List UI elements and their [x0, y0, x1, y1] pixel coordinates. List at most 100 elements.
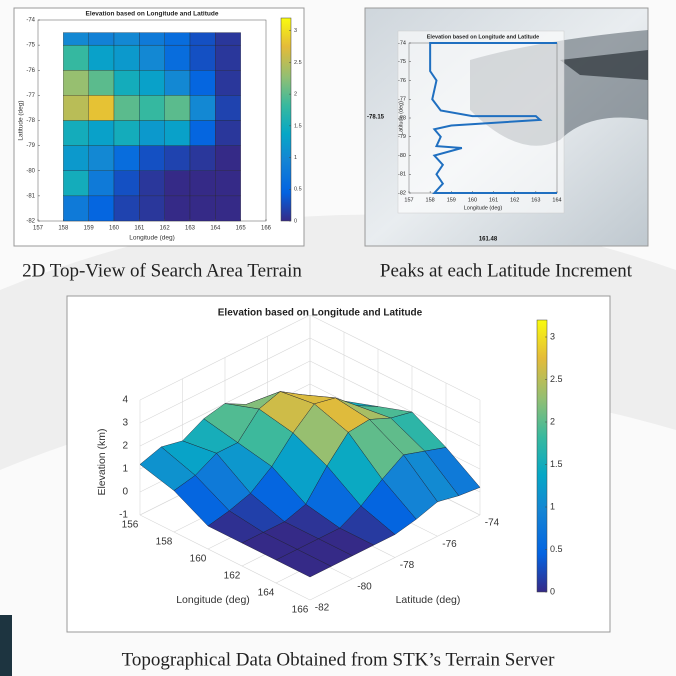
heat-cell — [164, 70, 191, 96]
x-tick-label: 166 — [292, 605, 309, 616]
heat-cell — [189, 170, 216, 197]
grid-line — [309, 337, 481, 424]
heat-cell — [139, 32, 165, 46]
colorbar-tick-label: 0.5 — [294, 187, 302, 193]
heat-cell — [88, 170, 115, 197]
y-tick-label: -81 — [26, 193, 35, 199]
heat-cell — [63, 70, 89, 96]
heat-cell — [113, 145, 140, 171]
y-tick-label: -74 — [26, 18, 35, 24]
colorbar-tick-label: 1.5 — [294, 123, 302, 129]
colorbar-tick-label: 2.5 — [294, 60, 302, 66]
heat-cell — [88, 145, 115, 171]
heat-cell — [63, 170, 89, 197]
colorbar — [536, 319, 548, 593]
colorbar-tick-label: 1 — [294, 155, 297, 161]
heat-cell — [164, 120, 191, 146]
heat-cell — [189, 44, 216, 71]
y-tick-label: -82 — [398, 190, 406, 196]
y-tick-label: -78 — [26, 118, 35, 124]
heat-cell — [113, 195, 140, 222]
heat-cell — [88, 95, 115, 121]
colorbar-tick-label: 1.5 — [550, 459, 563, 469]
heat-cell — [88, 44, 115, 71]
y-tick-label: -77 — [398, 97, 406, 103]
x-tick-label: 163 — [185, 226, 196, 232]
heat-cell — [164, 44, 191, 71]
heat-cell — [139, 120, 165, 146]
heat-cell — [215, 170, 241, 197]
y-tick-label: -80 — [357, 581, 372, 592]
y-tick-label: -79 — [26, 143, 35, 149]
x-tick-label: 162 — [160, 226, 171, 232]
colorbar-tick-label: 0 — [550, 586, 555, 596]
annotation: 161.48 — [479, 237, 498, 243]
x-tick-label: 163 — [531, 197, 540, 203]
y-tick-label: -77 — [26, 93, 35, 99]
plot-frame — [397, 30, 565, 214]
y-axis-label: Latitude (deg) — [396, 594, 461, 606]
heat-cell — [215, 195, 241, 222]
heat-cell — [139, 44, 165, 71]
heat-cell — [164, 170, 191, 197]
heat-cell — [139, 145, 165, 171]
y-tick-label: -76 — [26, 68, 35, 74]
heat-cell — [189, 95, 216, 121]
heat-cell — [164, 145, 191, 171]
heat-cell — [63, 95, 89, 121]
x-axis-label: Longitude (deg) — [176, 594, 250, 606]
z-tick-label: 4 — [122, 395, 128, 406]
colorbar-tick-label: 2 — [550, 416, 555, 426]
grid-line — [309, 314, 481, 401]
grid-line — [309, 360, 481, 447]
x-tick-label: 164 — [552, 197, 561, 203]
heat-cell — [164, 32, 191, 46]
grid-line — [139, 314, 311, 401]
y-axis-label: Latitude (deg) — [398, 101, 404, 135]
terrain-shade — [560, 50, 648, 80]
heat-cell — [139, 170, 165, 197]
heat-cell — [215, 44, 241, 71]
grid-line — [139, 514, 311, 601]
heat-cell — [215, 145, 241, 171]
colorbar-tick-label: 0 — [294, 218, 297, 224]
x-tick-label: 162 — [510, 197, 519, 203]
x-tick-label: 156 — [122, 520, 139, 531]
heat-cell — [63, 145, 89, 171]
z-tick-label: 1 — [122, 464, 128, 475]
colorbar-tick-label: 2.5 — [550, 374, 563, 384]
y-tick-label: -74 — [398, 40, 406, 46]
x-tick-label: 159 — [84, 226, 95, 232]
colorbar-tick-label: 3 — [294, 28, 297, 34]
heat-cell — [113, 44, 140, 71]
x-tick-label: 162 — [224, 571, 241, 582]
annotation: -78.15 — [367, 115, 385, 121]
heat-cell — [189, 195, 216, 222]
y-tick-label: -82 — [315, 603, 330, 614]
y-tick-label: -80 — [26, 168, 35, 174]
heat-cell — [189, 32, 216, 46]
x-tick-label: 158 — [426, 197, 435, 203]
y-tick-label: -78 — [400, 560, 415, 571]
heat-cell — [139, 70, 165, 96]
y-tick-label: -79 — [398, 134, 406, 140]
heat-cell — [164, 195, 191, 222]
z-tick-label: 2 — [122, 441, 128, 452]
y-tick-label: -76 — [442, 539, 457, 550]
heat-cell — [113, 170, 140, 197]
y-tick-label: -78 — [398, 115, 406, 121]
chart-title: Elevation based on Longitude and Latitud… — [86, 11, 219, 18]
heat-cell — [215, 70, 241, 96]
surface-patch — [275, 549, 332, 578]
heat-cell — [189, 120, 216, 146]
grid-line — [139, 337, 311, 424]
y-tick-label: -74 — [485, 518, 500, 529]
heat-cell — [113, 120, 140, 146]
z-axis-label: Elevation (km) — [96, 428, 108, 495]
heat-cell — [113, 95, 140, 121]
x-tick-label: 164 — [258, 588, 275, 599]
heat-cell — [189, 145, 216, 171]
y-tick-label: -81 — [398, 172, 406, 178]
x-tick-label: 157 — [33, 226, 44, 232]
